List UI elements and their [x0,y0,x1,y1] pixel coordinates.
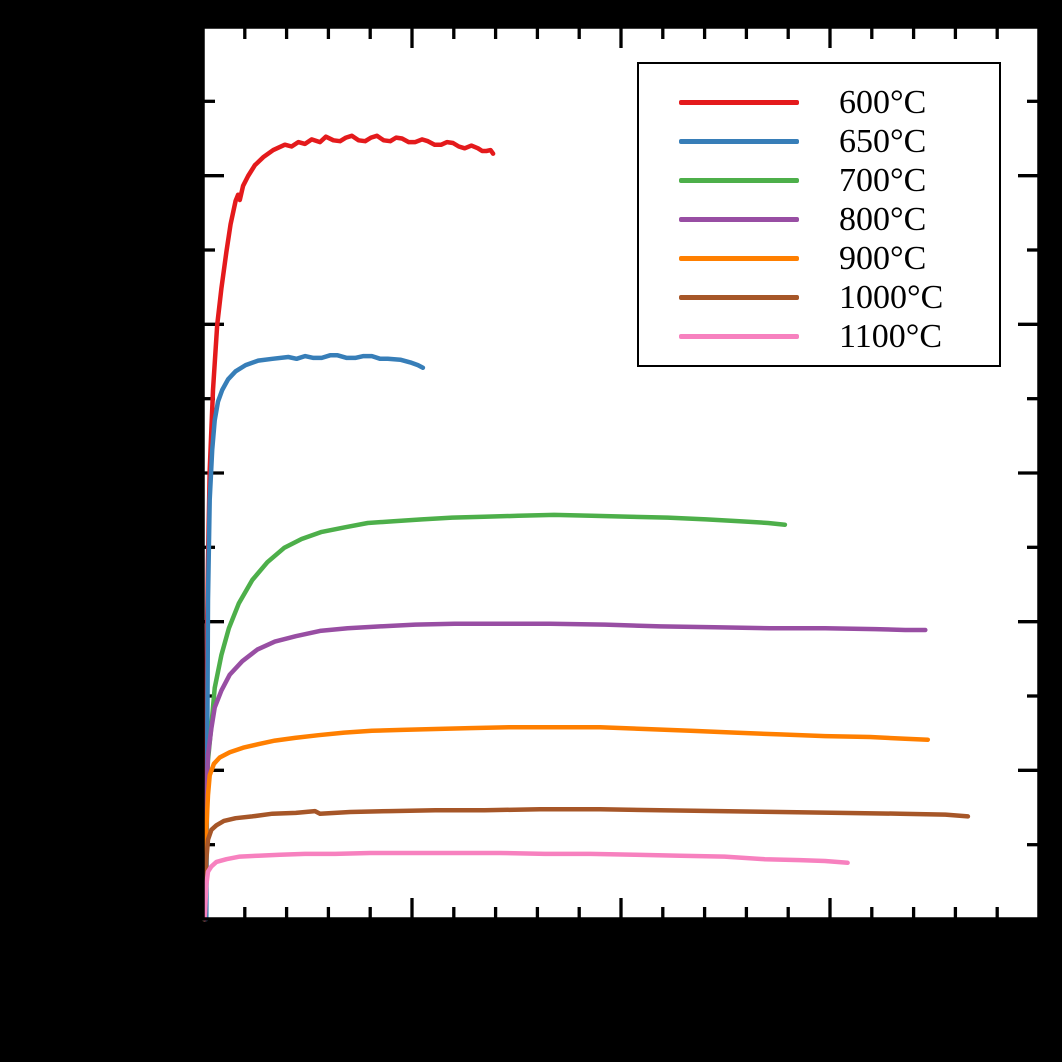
legend-item-label: 1000°C [839,279,944,316]
axis-ticks [203,27,1039,919]
legend-item-label: 600°C [839,84,927,121]
legend-item-label: 1100°C [839,318,943,355]
legend-item: 700°C [679,161,999,200]
series-line-1000c [202,807,971,922]
legend-line-sample [679,295,799,300]
legend-line-sample [679,334,799,339]
legend-line-sample [679,178,799,183]
legend-item-label: 800°C [839,201,927,238]
legend-line-sample [679,256,799,261]
legend-item: 800°C [679,200,999,239]
legend-item: 1000°C [679,278,999,317]
series-line-650c [204,353,426,922]
series-line-1100c [202,850,850,922]
series-line-700c [201,512,788,922]
legend-item: 900°C [679,239,999,278]
plot-frame [201,25,1041,921]
legend-item-label: 650°C [839,123,927,160]
legend-item: 600°C [679,83,999,122]
legend-item: 1100°C [679,317,999,356]
series-line-800c [202,621,928,922]
legend-item-label: 700°C [839,162,927,199]
legend: 600°C 650°C 700°C 800°C 900°C 1000°C 1100°C [637,62,1001,367]
legend-item: 650°C [679,122,999,161]
legend-item-label: 900°C [839,240,927,277]
legend-line-sample [679,100,799,105]
legend-line-sample [679,139,799,144]
legend-line-sample [679,217,799,222]
series-line-600c [201,133,496,922]
series-line-900c [202,724,931,922]
series-lines [201,133,971,922]
